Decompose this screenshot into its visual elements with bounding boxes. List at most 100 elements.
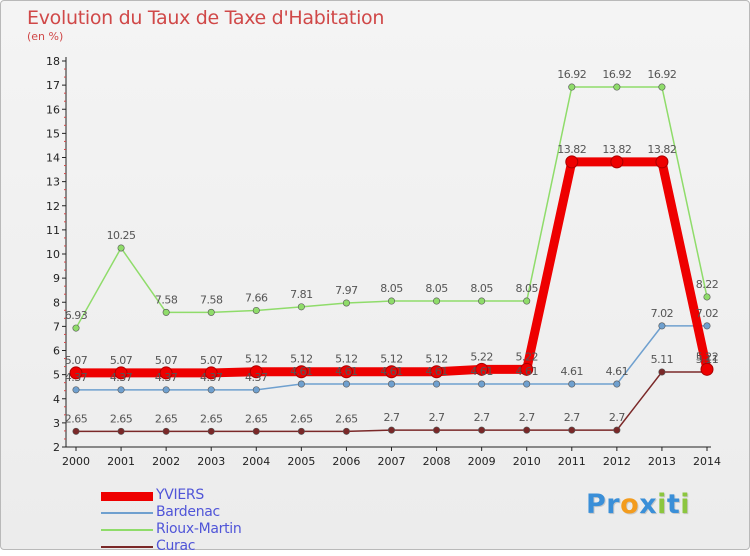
data-label: 8.05 bbox=[425, 282, 448, 295]
data-point bbox=[613, 426, 621, 434]
x-tick-label: 2000 bbox=[62, 455, 90, 468]
y-tick-label: 12 bbox=[46, 200, 60, 213]
data-label: 4.61 bbox=[470, 365, 493, 378]
data-point bbox=[568, 426, 576, 434]
chart-title: Evolution du Taux de Taxe d'Habitation bbox=[27, 7, 385, 29]
data-point bbox=[433, 297, 441, 305]
data-point bbox=[297, 303, 305, 311]
data-point bbox=[342, 380, 350, 388]
data-point bbox=[297, 427, 305, 435]
data-label: 5.12 bbox=[425, 353, 448, 366]
data-point bbox=[523, 426, 531, 434]
data-label: 13.82 bbox=[602, 143, 631, 156]
x-tick-label: 2003 bbox=[197, 455, 225, 468]
data-label: 4.61 bbox=[561, 365, 584, 378]
legend-item: Bardenac bbox=[101, 504, 301, 522]
data-point bbox=[339, 365, 353, 379]
data-point bbox=[658, 368, 666, 376]
data-point bbox=[297, 380, 305, 388]
x-tick-label: 2011 bbox=[558, 455, 586, 468]
data-label: 4.37 bbox=[200, 371, 223, 384]
data-label: 4.61 bbox=[425, 365, 448, 378]
data-label: 5.11 bbox=[696, 353, 719, 366]
data-point bbox=[658, 83, 666, 91]
chart-axes: 2 3 4 5 6 7 8 9 10 11 12 13 14 15 16 17 18 2000 2001 2002 20… bbox=[46, 55, 721, 468]
legend-swatch bbox=[101, 529, 153, 531]
y-tick-label: 17 bbox=[46, 79, 60, 92]
y-tick-label: 7 bbox=[53, 320, 60, 333]
data-point bbox=[72, 386, 80, 394]
data-label: 4.37 bbox=[245, 371, 268, 384]
data-point bbox=[249, 365, 263, 379]
data-point bbox=[162, 386, 170, 394]
legend-label: Rioux-Martin bbox=[156, 521, 242, 537]
data-point bbox=[520, 362, 534, 376]
data-point bbox=[72, 427, 80, 435]
y-tick-label: 4 bbox=[53, 393, 60, 406]
x-tick-label: 2014 bbox=[693, 455, 721, 468]
data-label: 2.65 bbox=[290, 412, 313, 425]
data-label: 16.92 bbox=[557, 68, 586, 81]
logo-letter: P bbox=[586, 489, 607, 520]
data-label: 8.22 bbox=[696, 278, 719, 291]
y-tick-label: 6 bbox=[53, 345, 60, 358]
data-point bbox=[613, 380, 621, 388]
data-label: 2.7 bbox=[519, 411, 535, 424]
data-label: 16.92 bbox=[602, 68, 631, 81]
data-label: 4.37 bbox=[65, 371, 88, 384]
x-tick-label: 2007 bbox=[378, 455, 406, 468]
data-label: 2.7 bbox=[609, 411, 625, 424]
data-point bbox=[117, 386, 125, 394]
legend-label: Curac bbox=[156, 538, 196, 554]
data-label: 5.11 bbox=[651, 353, 674, 366]
data-label: 2.65 bbox=[200, 412, 223, 425]
legend-label: YVIERS bbox=[156, 487, 204, 503]
brand-logo: Proxiti bbox=[586, 489, 690, 520]
x-tick-label: 2005 bbox=[287, 455, 315, 468]
y-tick-label: 8 bbox=[53, 296, 60, 309]
legend: YVIERS Bardenac Rioux-Martin Curac bbox=[101, 487, 301, 556]
data-point bbox=[387, 426, 395, 434]
data-label: 2.65 bbox=[110, 412, 133, 425]
y-tick-label: 16 bbox=[46, 103, 60, 116]
data-label: 7.58 bbox=[200, 293, 223, 306]
data-point bbox=[252, 386, 260, 394]
data-point bbox=[252, 306, 260, 314]
data-label: 2.7 bbox=[384, 411, 400, 424]
legend-label: Bardenac bbox=[156, 504, 220, 520]
data-point bbox=[207, 386, 215, 394]
data-point bbox=[658, 322, 666, 330]
data-label: 10.25 bbox=[107, 229, 136, 242]
data-label: 2.7 bbox=[474, 411, 490, 424]
chart-series bbox=[69, 83, 714, 435]
data-point bbox=[69, 366, 83, 380]
data-label: 4.37 bbox=[155, 371, 178, 384]
data-point bbox=[294, 365, 308, 379]
data-label: 8.05 bbox=[380, 282, 403, 295]
data-point bbox=[162, 308, 170, 316]
data-point bbox=[523, 380, 531, 388]
legend-item: Curac bbox=[101, 538, 301, 556]
data-label: 16.92 bbox=[647, 68, 676, 81]
x-tick-label: 2010 bbox=[513, 455, 541, 468]
data-point bbox=[162, 427, 170, 435]
data-point bbox=[655, 155, 669, 169]
data-label: 5.22 bbox=[515, 350, 538, 363]
data-point bbox=[613, 83, 621, 91]
data-point bbox=[385, 365, 398, 379]
data-label: 8.05 bbox=[470, 282, 493, 295]
legend-swatch bbox=[101, 512, 153, 514]
data-point bbox=[568, 83, 576, 91]
data-point bbox=[703, 293, 711, 301]
data-label: 5.12 bbox=[290, 353, 313, 366]
data-label: 7.97 bbox=[335, 284, 358, 297]
data-label: 4.61 bbox=[290, 365, 313, 378]
data-point bbox=[475, 362, 489, 376]
logo-letter: i bbox=[680, 489, 691, 520]
data-label: 7.58 bbox=[155, 293, 178, 306]
data-label: 5.12 bbox=[245, 353, 268, 366]
x-tick-label: 2008 bbox=[423, 455, 451, 468]
data-label: 7.02 bbox=[696, 307, 719, 320]
y-tick-label: 2 bbox=[53, 441, 60, 454]
data-label: 5.22 bbox=[470, 350, 493, 363]
